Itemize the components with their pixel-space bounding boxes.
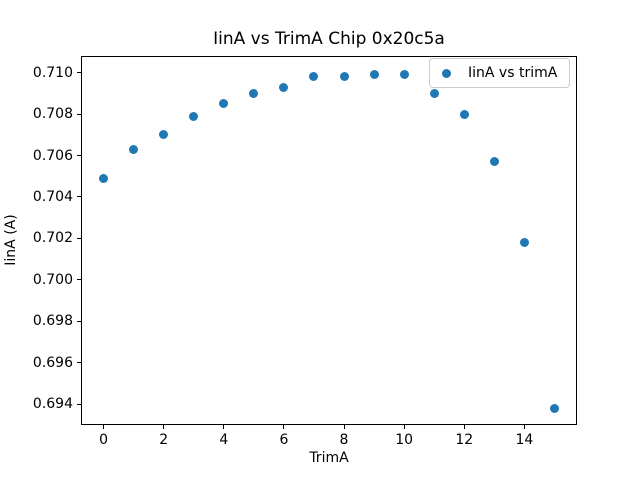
legend: IinA vs trimA — [429, 58, 570, 88]
y-tick-label: 0.698 — [32, 313, 73, 330]
y-tick-label: 0.696 — [32, 354, 73, 371]
y-tick-label: 0.700 — [32, 271, 73, 288]
x-tick-label: 2 — [159, 432, 169, 448]
x-tick-label: 8 — [339, 432, 349, 448]
x-tick-label: 12 — [455, 432, 474, 448]
y-tick-label: 0.708 — [32, 106, 73, 123]
scatter-point — [489, 157, 499, 167]
scatter-point — [249, 88, 259, 98]
x-tick — [463, 425, 465, 429]
scatter-point — [339, 72, 349, 82]
scatter-point — [459, 109, 469, 119]
y-tick — [77, 113, 81, 115]
scatter-point — [519, 238, 529, 248]
scatter-point — [159, 130, 169, 140]
scatter-point — [129, 144, 139, 154]
legend-label: IinA vs trimA — [468, 65, 558, 81]
y-tick-label: 0.704 — [32, 188, 73, 205]
y-tick-label: 0.702 — [32, 230, 73, 247]
x-tick — [523, 425, 525, 429]
y-tick-label: 0.706 — [32, 147, 73, 164]
y-tick — [77, 196, 81, 198]
scatter-point — [189, 111, 199, 121]
x-tick-label: 0 — [99, 432, 108, 448]
x-tick-label: 6 — [279, 432, 289, 448]
y-tick-label: 0.710 — [32, 64, 73, 81]
x-tick-label: 14 — [515, 432, 534, 448]
x-tick — [283, 425, 285, 429]
x-tick — [163, 425, 165, 429]
y-tick — [77, 320, 81, 322]
scatter-point — [399, 70, 409, 80]
scatter-point — [219, 99, 229, 109]
y-tick — [77, 403, 81, 405]
x-tick — [403, 425, 405, 429]
scatter-point — [309, 72, 319, 82]
y-tick — [77, 362, 81, 364]
scatter-point — [279, 82, 289, 92]
y-tick — [77, 279, 81, 281]
x-tick — [343, 425, 345, 429]
scatter-point — [549, 403, 559, 413]
x-tick — [223, 425, 225, 429]
scatter-point — [99, 173, 109, 183]
x-tick — [103, 425, 105, 429]
dot-marker-icon — [442, 68, 451, 78]
plot-area — [81, 56, 577, 425]
y-axis-label: IinA (A) — [3, 214, 19, 266]
y-tick — [77, 237, 81, 239]
y-tick — [77, 155, 81, 156]
x-axis-label: TrimA — [309, 450, 349, 466]
scatter-point — [429, 88, 439, 98]
scatter-point — [369, 70, 379, 80]
chart-title: IinA vs TrimA Chip 0x20c5a — [213, 29, 445, 49]
y-tick — [77, 72, 81, 74]
x-tick-label: 4 — [219, 432, 229, 448]
x-tick-label: 10 — [395, 432, 414, 448]
y-tick-label: 0.694 — [32, 396, 73, 413]
